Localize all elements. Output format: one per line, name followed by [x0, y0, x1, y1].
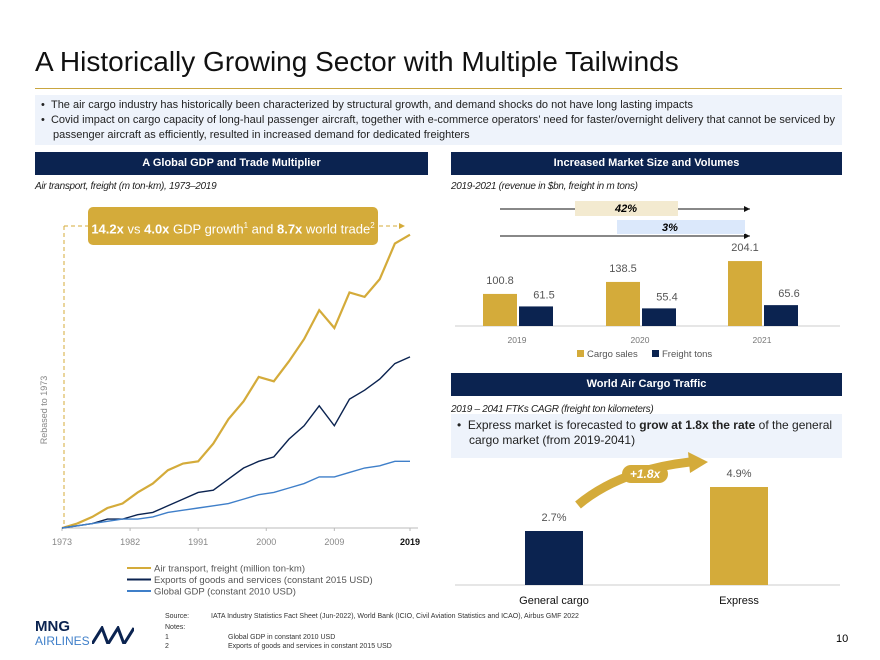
chart-subtitle: Air transport, freight (m ton-km), 1973–…	[35, 181, 217, 192]
legend-label: Cargo sales	[587, 349, 638, 360]
notes-label: Notes:	[165, 624, 186, 631]
line-series	[61, 460, 410, 529]
x-tick-label: 1973	[52, 537, 72, 547]
x-tick-label: 2019	[400, 537, 420, 547]
note-number: 2	[165, 643, 169, 650]
value-label: 4.9%	[726, 468, 751, 480]
bullet-text: The air cargo industry has historically …	[50, 99, 693, 111]
x-tick-label: 2000	[256, 537, 276, 547]
legend-label: Exports of goods and services (constant …	[154, 575, 373, 586]
divider	[35, 88, 842, 89]
source: IATA Industry Statistics Fact Sheet (Jun…	[211, 613, 579, 620]
bar	[642, 308, 676, 326]
value-label: 2.7%	[541, 512, 566, 524]
callout-text: vs	[123, 221, 145, 237]
callout-bold: 4.0x	[144, 221, 170, 237]
x-tick-label: 2019	[508, 335, 527, 345]
annotation-box	[575, 201, 678, 216]
logo-mark	[92, 626, 134, 644]
bar	[483, 293, 517, 326]
legend-label: Freight tons	[662, 349, 712, 360]
annotation: 3%	[662, 222, 678, 234]
legend-swatch	[652, 350, 659, 357]
x-tick-label: 2021	[753, 335, 772, 345]
callout-bold: 8.7x	[276, 221, 303, 237]
callout-text: GDP growth	[169, 221, 244, 237]
slide-title: A Historically Growing Sector with Multi…	[35, 46, 679, 77]
note-text: Exports of goods and services in constan…	[228, 643, 392, 650]
panel-heading: Increased Market Size and Volumes	[451, 152, 842, 175]
value-label: 55.4	[656, 291, 677, 303]
annotation: 42%	[614, 203, 637, 215]
bullet: • The air cargo industry has historicall…	[41, 99, 693, 111]
bullet-box: • The air cargo industry has historicall…	[35, 95, 842, 145]
logo-text: AIRLINES	[35, 634, 90, 648]
bullet-text: Express market is forecasted to	[467, 418, 640, 432]
bar	[710, 487, 768, 585]
bar	[519, 306, 553, 326]
x-tick-label: General cargo	[519, 595, 589, 607]
x-tick-label: 1991	[188, 537, 208, 547]
annotation-box	[617, 220, 745, 234]
x-tick-label: Express	[719, 595, 759, 607]
annotation-box	[622, 465, 668, 483]
x-tick-label: 2020	[631, 335, 650, 345]
arrow-head	[688, 452, 708, 473]
logo-text: MNG	[35, 618, 70, 635]
value-label: 65.6	[778, 288, 799, 300]
callout-text: world trade	[302, 221, 371, 237]
value-label: 138.5	[609, 263, 637, 275]
x-tick-label: 1982	[120, 537, 140, 547]
legend-swatch	[577, 350, 584, 357]
panel-heading: A Global GDP and Trade Multiplier	[35, 152, 428, 175]
note-text: Global GDP in constant 2010 USD	[228, 634, 336, 641]
bar	[525, 531, 583, 585]
callout-bold: 14.2x	[91, 221, 124, 237]
bullet-box: • Express market is forecasted to grow a…	[451, 414, 842, 458]
bullet: • Covid impact on cargo capacity of long…	[41, 114, 836, 141]
bar	[764, 305, 798, 326]
bullet-text: Covid impact on cargo capacity of long-h…	[50, 114, 836, 141]
source-label: Source:	[165, 613, 190, 620]
page-number: 10	[836, 633, 849, 645]
line-series	[61, 356, 411, 529]
x-tick-label: 2009	[324, 537, 344, 547]
callout-text: and	[248, 221, 277, 237]
legend-label: Air transport, freight (million ton-km)	[154, 564, 305, 575]
bullet-text: of the general cargo market (from 2019-2…	[469, 418, 833, 447]
bullet-bold: grow at 1.8x the rate	[639, 418, 756, 432]
y-axis-label: Rebased to 1973	[39, 376, 49, 445]
chart-subtitle: 2019 – 2041 FTKs CAGR (freight ton kilom…	[451, 404, 654, 415]
chart-subtitle: 2019-2021 (revenue in $bn, freight in m …	[451, 181, 638, 192]
annotation: +1.8x	[630, 467, 662, 481]
value-label: 204.1	[731, 242, 759, 254]
footnote-ref: 1	[243, 221, 249, 230]
bar	[728, 261, 762, 326]
value-label: 100.8	[486, 275, 514, 287]
legend-label: Global GDP (constant 2010 USD)	[154, 587, 296, 598]
note-number: 1	[165, 634, 169, 641]
value-label: 61.5	[533, 289, 554, 301]
footnote-ref: 2	[370, 221, 375, 230]
bullet: • Express market is forecasted to grow a…	[457, 418, 833, 447]
panel-heading: World Air Cargo Traffic	[451, 373, 842, 396]
bar	[606, 281, 640, 326]
line-series	[61, 233, 411, 530]
callout: 14.2x vs 4.0x GDP growth1 and 8.7x world…	[88, 207, 378, 245]
